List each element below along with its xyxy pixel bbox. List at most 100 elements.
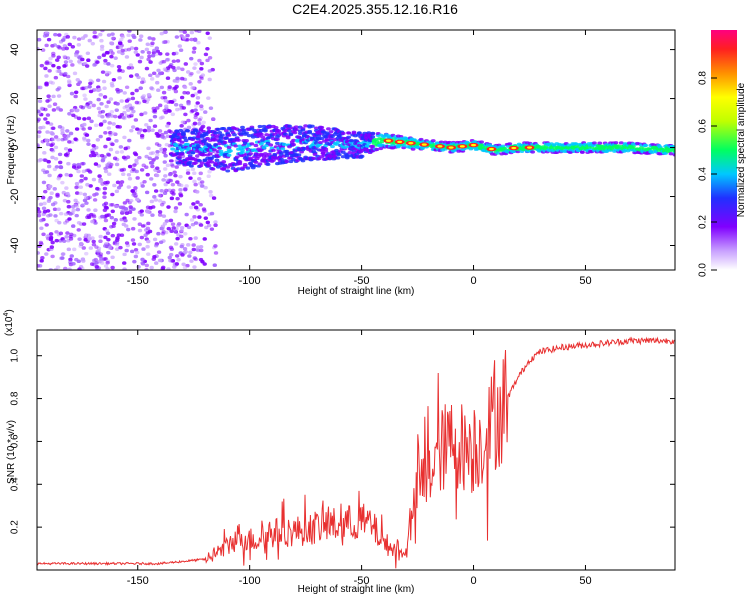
noise-speck: [186, 125, 192, 130]
noise-speck: [160, 224, 166, 229]
noise-speck: [197, 30, 202, 34]
signal-cell: [190, 151, 196, 155]
noise-speck: [178, 192, 183, 196]
noise-speck: [163, 167, 168, 171]
noise-speck: [139, 235, 145, 240]
noise-speck: [98, 110, 103, 115]
noise-speck: [193, 236, 198, 240]
noise-speck: [202, 237, 207, 241]
signal-cell: [182, 136, 188, 140]
noise-speck: [108, 130, 113, 135]
noise-speck: [147, 36, 152, 40]
noise-speck: [53, 32, 58, 37]
noise-speck: [177, 202, 183, 206]
signal-cell: [276, 129, 282, 133]
noise-speck: [156, 68, 161, 73]
noise-speck: [141, 247, 146, 251]
noise-speck: [48, 80, 53, 85]
snr-panel: -150 -100 -50 0 50 0.2 0.4 0.6 0.8 1.0 Height of …: [3, 309, 676, 595]
noise-speck: [57, 33, 62, 37]
signal-cell: [410, 147, 416, 151]
noise-speck: [113, 132, 118, 137]
noise-speck: [174, 35, 180, 39]
noise-speck: [148, 118, 153, 123]
noise-speck: [86, 58, 91, 63]
noise-speck: [64, 235, 69, 239]
noise-speck: [195, 154, 200, 158]
noise-speck: [111, 221, 117, 226]
noise-speck: [139, 213, 145, 217]
noise-speck: [188, 250, 193, 255]
noise-speck: [94, 35, 99, 39]
noise-speck: [197, 121, 202, 126]
signal-peak-core: [421, 143, 427, 146]
spectrogram-y-tick-label: 0: [9, 144, 21, 150]
noise-speck: [193, 182, 198, 187]
noise-speck: [42, 201, 47, 206]
noise-speck: [141, 94, 147, 98]
signal-cell: [209, 160, 215, 164]
signal-cell: [242, 163, 248, 167]
noise-speck: [155, 166, 160, 170]
noise-speck: [127, 30, 132, 33]
noise-speck: [60, 252, 66, 256]
noise-speck: [211, 196, 217, 200]
noise-speck: [194, 104, 199, 108]
noise-speck: [74, 191, 80, 195]
noise-speck: [64, 46, 70, 51]
noise-speck: [213, 251, 219, 255]
signal-cell: [344, 154, 350, 159]
noise-speck: [134, 100, 140, 105]
noise-speck: [192, 46, 197, 51]
noise-speck: [115, 87, 120, 92]
noise-speck: [109, 109, 115, 114]
noise-speck: [87, 170, 93, 174]
noise-speck: [63, 221, 68, 225]
noise-speck: [155, 106, 160, 110]
noise-speck: [179, 234, 184, 239]
noise-speck: [82, 198, 88, 203]
snr-marks: [37, 336, 675, 569]
signal-cell: [225, 165, 231, 169]
noise-speck: [140, 49, 145, 54]
spectrogram-marks: [37, 30, 675, 270]
noise-speck: [182, 247, 188, 251]
noise-speck: [91, 214, 97, 219]
noise-speck: [113, 56, 118, 60]
noise-speck: [195, 190, 200, 194]
noise-speck: [148, 206, 153, 210]
noise-speck: [90, 41, 96, 46]
noise-speck: [160, 266, 165, 270]
noise-speck: [119, 168, 125, 172]
noise-speck: [203, 216, 208, 220]
noise-speck: [206, 96, 211, 100]
noise-speck: [125, 198, 130, 203]
noise-speck: [37, 37, 42, 42]
noise-speck: [157, 258, 163, 263]
noise-speck: [37, 264, 43, 268]
noise-speck: [178, 174, 183, 179]
noise-speck: [149, 265, 154, 270]
signal-cell: [530, 150, 536, 154]
noise-speck: [83, 176, 88, 181]
noise-speck: [92, 30, 97, 35]
noise-speck: [196, 245, 201, 250]
signal-cell: [248, 152, 253, 156]
noise-speck: [140, 184, 145, 188]
noise-speck: [160, 135, 165, 139]
noise-speck: [146, 57, 151, 62]
noise-speck: [98, 32, 103, 37]
noise-speck: [155, 153, 160, 157]
noise-speck: [38, 158, 43, 162]
noise-speck: [206, 126, 211, 130]
signal-cell: [240, 125, 245, 129]
noise-speck: [109, 162, 114, 167]
noise-speck: [71, 113, 76, 118]
noise-speck: [173, 89, 179, 94]
noise-speck: [54, 230, 59, 234]
noise-speck: [97, 174, 102, 178]
noise-speck: [109, 114, 115, 118]
noise-speck: [148, 73, 153, 78]
noise-speck: [146, 92, 152, 97]
noise-speck: [151, 71, 157, 76]
